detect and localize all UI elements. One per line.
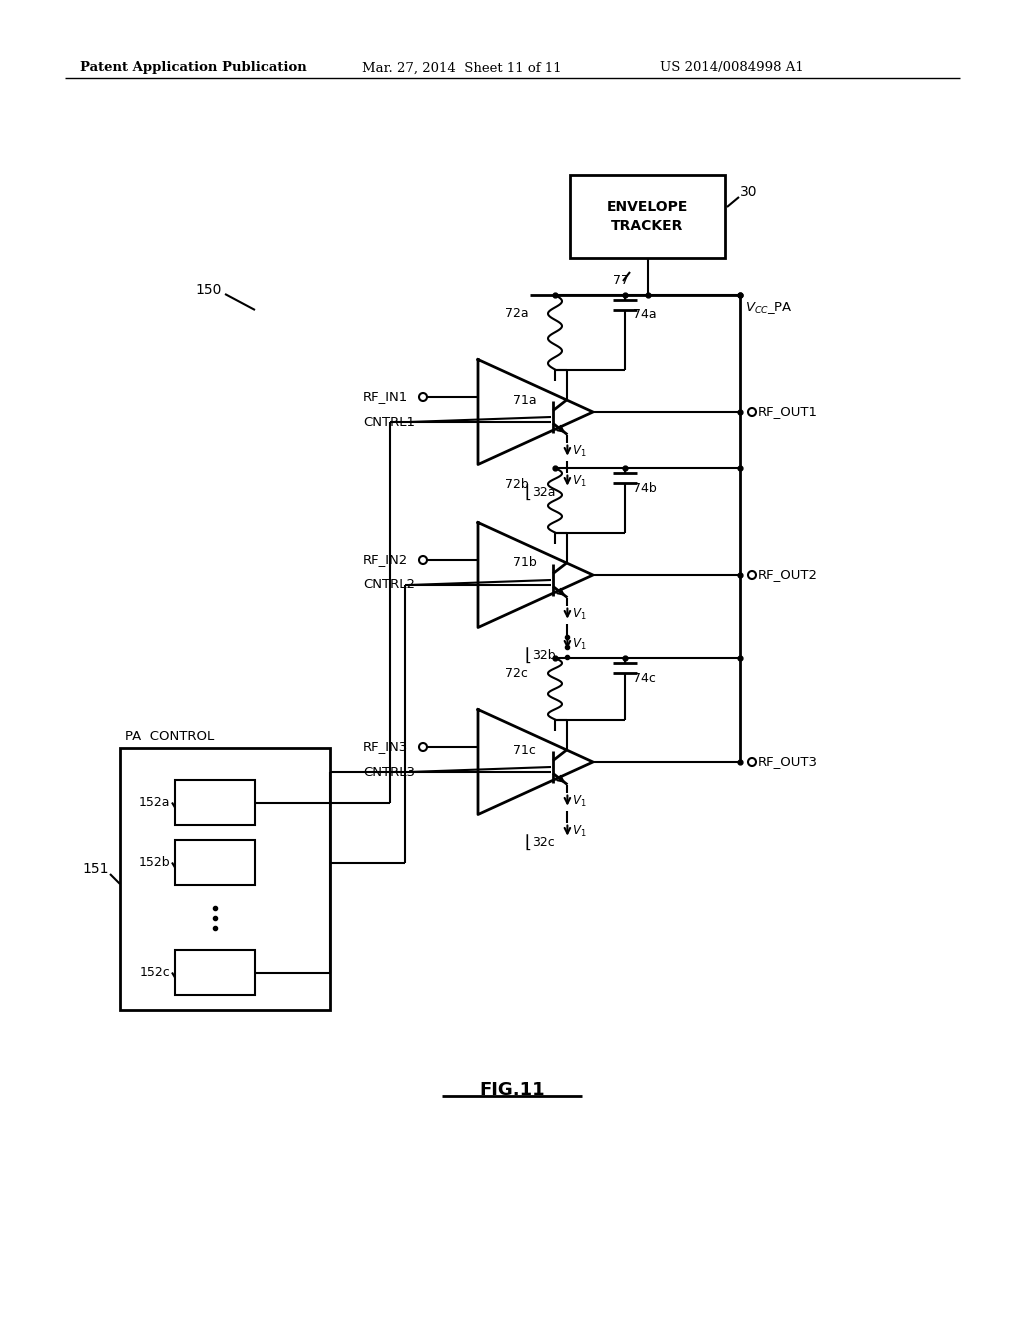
Text: RF_OUT2: RF_OUT2 [758, 569, 818, 582]
Text: $V_1$: $V_1$ [572, 824, 587, 840]
Text: RF_OUT3: RF_OUT3 [758, 755, 818, 768]
Text: Mar. 27, 2014  Sheet 11 of 11: Mar. 27, 2014 Sheet 11 of 11 [362, 62, 561, 74]
Text: 152a: 152a [138, 796, 170, 809]
Text: RF_IN1: RF_IN1 [362, 391, 409, 404]
Text: CNTRL2: CNTRL2 [362, 578, 415, 591]
Text: 32b: 32b [532, 649, 556, 663]
Text: Patent Application Publication: Patent Application Publication [80, 62, 307, 74]
Text: RF_OUT1: RF_OUT1 [758, 405, 818, 418]
Text: 71c: 71c [512, 743, 536, 756]
Text: FIG.11: FIG.11 [479, 1081, 545, 1100]
Text: 74c: 74c [633, 672, 656, 685]
Text: CNTRL1: CNTRL1 [362, 416, 415, 429]
Bar [175, 840, 255, 884]
Text: CNTRL3: CNTRL3 [362, 766, 415, 779]
Text: $V_1$: $V_1$ [572, 638, 587, 652]
Text: 74b: 74b [633, 482, 656, 495]
Text: 72a: 72a [505, 308, 528, 321]
Text: RF_IN2: RF_IN2 [362, 553, 409, 566]
Text: $V_1$: $V_1$ [572, 474, 587, 490]
Text: $V_1$: $V_1$ [572, 607, 587, 622]
Text: 71b: 71b [512, 557, 537, 569]
Text: 150: 150 [195, 282, 221, 297]
Text: $V_1$: $V_1$ [572, 444, 587, 459]
Text: ENVELOPE
TRACKER: ENVELOPE TRACKER [607, 199, 688, 234]
Text: $\lfloor$: $\lfloor$ [524, 645, 531, 665]
Text: 152b: 152b [138, 855, 170, 869]
Text: 74a: 74a [633, 309, 656, 322]
Text: 30: 30 [740, 185, 758, 199]
Text: 32a: 32a [532, 486, 556, 499]
Text: 32c: 32c [532, 836, 555, 849]
Text: RF_IN3: RF_IN3 [362, 741, 409, 754]
Text: $V_{CC}$_PA: $V_{CC}$_PA [745, 300, 793, 315]
Text: 151: 151 [82, 862, 109, 876]
Text: PA  CONTROL: PA CONTROL [125, 730, 214, 742]
Bar [570, 176, 725, 257]
Text: US 2014/0084998 A1: US 2014/0084998 A1 [660, 62, 804, 74]
Text: 72c: 72c [505, 667, 528, 680]
Bar [120, 748, 330, 1010]
Bar [175, 950, 255, 995]
Bar [175, 780, 255, 825]
Text: $\lfloor$: $\lfloor$ [524, 483, 531, 502]
Text: 72b: 72b [505, 478, 528, 491]
Text: 71a: 71a [512, 393, 537, 407]
Text: $\lfloor$: $\lfloor$ [524, 833, 531, 853]
Text: 152c: 152c [139, 966, 170, 979]
Text: $V_1$: $V_1$ [572, 795, 587, 809]
Text: 77: 77 [613, 273, 629, 286]
